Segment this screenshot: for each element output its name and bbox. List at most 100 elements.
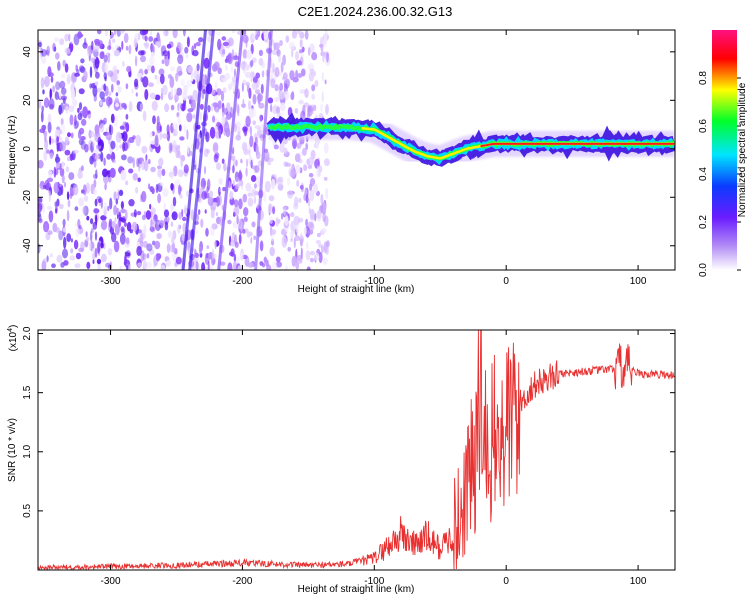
noise-blob	[113, 204, 118, 216]
noise-blob	[148, 159, 151, 165]
noise-blob	[218, 178, 223, 185]
noise-blob	[247, 100, 252, 111]
noise-blob	[149, 131, 153, 139]
noise-blob	[180, 159, 183, 168]
noise-blob	[95, 214, 98, 226]
noise-blob	[249, 135, 254, 148]
snr-x-axis: -300 -200 -100 0 100	[101, 330, 647, 587]
noise-blob	[81, 118, 87, 126]
noise-blob	[261, 70, 265, 78]
noise-blob	[227, 83, 233, 91]
noise-blob	[296, 179, 300, 187]
noise-blob	[216, 162, 221, 171]
noise-blob	[61, 174, 65, 184]
noise-blob	[268, 195, 275, 202]
noise-blob	[215, 81, 218, 93]
noise-blob	[86, 49, 91, 57]
noise-blob	[55, 227, 60, 233]
noise-blob	[236, 255, 240, 264]
noise-blob	[313, 70, 316, 77]
noise-blob	[227, 53, 232, 63]
noise-blob	[115, 198, 119, 205]
noise-blob	[222, 49, 226, 55]
noise-blob	[48, 210, 54, 223]
noise-blob	[155, 41, 160, 46]
noise-blob	[132, 173, 138, 181]
noise-blob	[241, 251, 244, 258]
noise-blob	[141, 30, 149, 35]
noise-blob	[217, 38, 222, 51]
noise-blob	[320, 103, 323, 112]
noise-blob	[302, 147, 307, 156]
noise-blob	[308, 173, 314, 178]
noise-blob	[309, 208, 315, 221]
noise-blob	[227, 102, 231, 115]
noise-blob	[95, 124, 100, 137]
noise-blob	[175, 144, 181, 153]
noise-blob	[296, 142, 302, 149]
noise-blob	[149, 30, 153, 36]
noise-blob	[305, 218, 308, 227]
noise-blob	[125, 83, 129, 90]
noise-blob	[38, 41, 42, 48]
noise-blob	[248, 231, 253, 237]
noise-blob	[195, 230, 199, 235]
noise-blob	[266, 264, 272, 270]
noise-blob	[193, 43, 197, 50]
noise-blob	[123, 222, 127, 227]
noise-blob	[195, 261, 199, 270]
noise-blob	[160, 92, 164, 101]
noise-blob	[323, 241, 328, 254]
noise-blob	[287, 190, 294, 199]
noise-blob	[178, 212, 182, 220]
noise-blob	[325, 104, 329, 115]
noise-blob	[99, 99, 103, 106]
noise-blob	[180, 79, 185, 87]
colorbar-tick-label: 0.6	[698, 119, 709, 133]
noise-blob	[77, 112, 83, 121]
noise-blob	[298, 49, 303, 54]
noise-blob	[141, 190, 147, 203]
noise-blob	[59, 80, 66, 89]
noise-blob	[90, 230, 93, 242]
noise-blob	[151, 187, 155, 195]
noise-blob	[315, 137, 319, 150]
noise-blob	[170, 104, 175, 111]
noise-blob	[272, 206, 276, 215]
noise-blob	[70, 248, 74, 254]
noise-blob	[77, 107, 80, 114]
noise-blob	[48, 190, 51, 203]
noise-blob	[249, 125, 252, 136]
noise-blob	[166, 216, 170, 221]
noise-blob	[155, 183, 159, 194]
noise-blob	[284, 90, 290, 101]
noise-blob	[321, 72, 325, 82]
noise-blob	[254, 136, 258, 146]
x-tick-label: -200	[232, 276, 252, 287]
noise-blob	[231, 48, 234, 58]
noise-blob	[134, 55, 138, 67]
noise-blob	[217, 100, 222, 109]
noise-blob	[269, 246, 276, 257]
noise-blob	[247, 197, 254, 207]
noise-blob	[163, 209, 170, 218]
noise-blob	[170, 203, 174, 212]
noise-blob	[161, 59, 165, 65]
noise-blob	[308, 71, 315, 82]
x-tick-label: 100	[630, 276, 647, 287]
noise-blob	[120, 169, 127, 181]
noise-blob	[82, 184, 87, 196]
noise-blob	[146, 243, 153, 252]
noise-blob	[78, 247, 84, 253]
noise-blob	[242, 193, 248, 203]
noise-blob	[94, 198, 98, 207]
snr-y-multiplier-exp: 4	[7, 328, 14, 332]
noise-blob	[248, 87, 252, 100]
noise-blob	[179, 193, 183, 199]
noise-blob	[133, 209, 137, 218]
noise-blob	[152, 45, 155, 54]
noise-blob	[114, 30, 116, 36]
noise-blob	[185, 190, 189, 198]
noise-blob	[291, 91, 295, 101]
noise-blob	[183, 84, 188, 95]
